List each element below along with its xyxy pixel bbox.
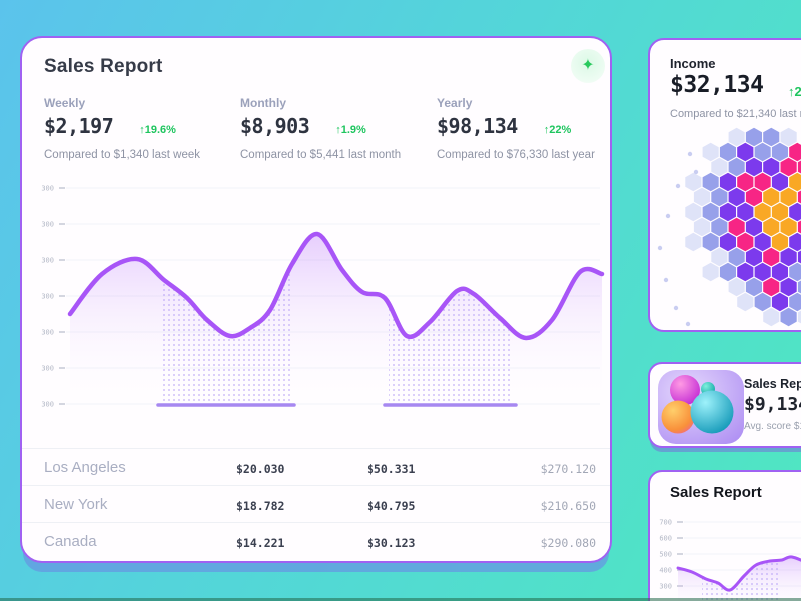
table-value-1: $14.221 [236, 536, 285, 550]
page-title: Sales Report [44, 56, 163, 77]
sales-report-card: 300 300 300 300 300 300 300 Sales Report ✦ Wee… [20, 36, 612, 563]
stat-delta: ↑1.9% [335, 124, 366, 136]
sparkle-button[interactable]: ✦ [571, 49, 605, 83]
table-value-3: $290.080 [540, 536, 596, 550]
income-note: Compared to $21,340 last month [670, 108, 801, 120]
stat-label: Yearly [437, 96, 473, 110]
table-row[interactable]: New York $18.782 $40.795 $210.650 [22, 485, 610, 522]
stat-value: $98,134 [437, 114, 518, 138]
score-title: Sales Report [744, 377, 801, 391]
table-row[interactable]: Los Angeles $20.030 $50.331 $270.120 [22, 448, 610, 485]
svg-text:500: 500 [659, 551, 672, 559]
score-text: Sales Report $9,134 Avg. score $18,134 [744, 377, 801, 432]
table-value-1: $18.782 [236, 499, 285, 513]
mini-sales-report-card: 700 600 500 400 300 Sales Report [648, 470, 801, 601]
svg-text:600: 600 [659, 535, 672, 543]
stat-value: $2,197 [44, 114, 114, 138]
table-row[interactable]: Canada $14.221 $30.123 $290.080 [22, 522, 610, 559]
mini-card-title: Sales Report [670, 484, 762, 501]
income-delta: ↑2.5% [788, 84, 801, 99]
stat-weekly: Weekly $2,197 ↑19.6% Compared to $1,340 … [44, 96, 234, 161]
svg-text:400: 400 [659, 567, 672, 575]
stat-note: Compared to $1,340 last week [44, 149, 200, 161]
score-card: Sales Report $9,134 Avg. score $18,134 [648, 362, 801, 448]
screen-bottom-edge [0, 598, 801, 601]
cities-table: Los Angeles $20.030 $50.331 $270.120 New… [22, 448, 610, 559]
table-value-1: $20.030 [236, 462, 285, 476]
stat-note: Compared to $76,330 last year [437, 149, 595, 161]
stat-delta: ↑22% [543, 124, 572, 136]
svg-text:700: 700 [659, 519, 672, 527]
income-title: Income [670, 56, 716, 71]
stat-delta: ↑19.6% [139, 124, 176, 136]
table-city: New York [44, 496, 108, 513]
table-value-3: $270.120 [540, 462, 596, 476]
stat-monthly: Monthly $8,903 ↑1.9% Compared to $5,441 … [240, 96, 430, 161]
stat-value: $8,903 [240, 114, 310, 138]
stat-yearly: Yearly $98,134 ↑22% Compared to $76,330 … [437, 96, 627, 161]
svg-text:300: 300 [659, 583, 672, 591]
table-value-2: $30.123 [367, 536, 416, 550]
svg-text:300: 300 [41, 365, 54, 373]
table-value-2: $40.795 [367, 499, 416, 513]
table-value-2: $50.331 [367, 462, 416, 476]
stat-label: Monthly [240, 96, 286, 110]
svg-text:300: 300 [41, 401, 54, 409]
table-city: Canada [44, 533, 97, 550]
table-city: Los Angeles [44, 459, 126, 476]
stat-note: Compared to $5,441 last month [240, 149, 402, 161]
table-value-3: $210.650 [540, 499, 596, 513]
stat-label: Weekly [44, 96, 86, 110]
income-card: Income $32,134 ↑2.5% Compared to $21,340… [648, 38, 801, 332]
svg-text:300: 300 [41, 185, 54, 193]
income-value: $32,134 [670, 72, 764, 98]
score-note: Avg. score $18,134 [744, 421, 801, 432]
svg-text:300: 300 [41, 329, 54, 337]
svg-text:300: 300 [41, 221, 54, 229]
sparkle-icon: ✦ [581, 57, 595, 74]
svg-text:300: 300 [41, 293, 54, 301]
score-value: $9,134 [744, 394, 801, 415]
svg-text:300: 300 [41, 257, 54, 265]
